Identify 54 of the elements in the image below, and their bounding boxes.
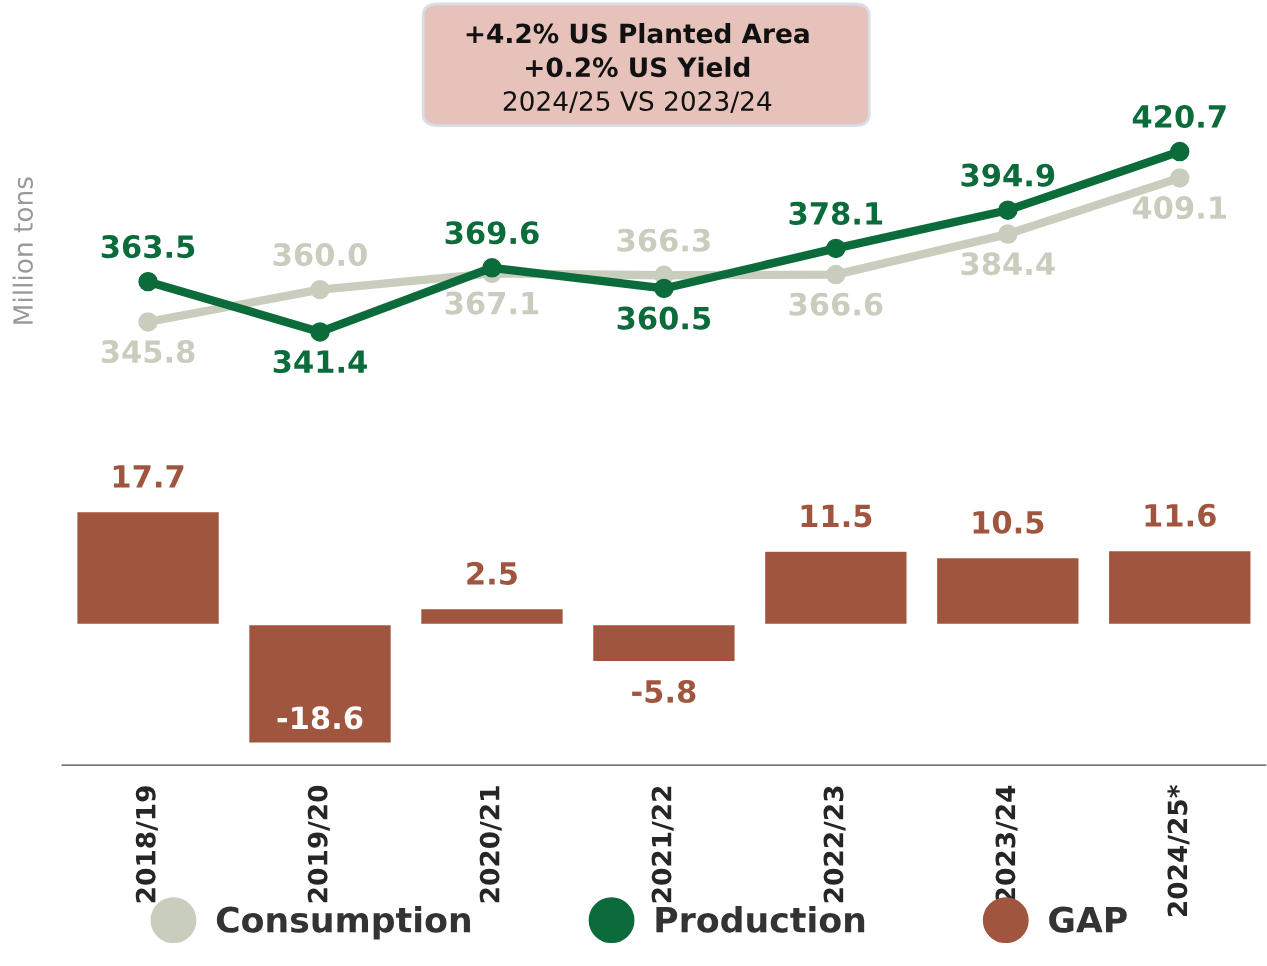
point <box>826 264 846 285</box>
legend-label: Production <box>656 905 865 933</box>
data-label: 367.1 <box>445 291 539 315</box>
data-label: 17.7 <box>113 465 184 488</box>
data-label: 363.5 <box>101 235 195 259</box>
x-tick-label: 2020/21 <box>479 786 502 903</box>
bar <box>247 623 393 744</box>
x-tick-label: 2022/23 <box>823 786 846 903</box>
data-label: -18.6 <box>277 706 363 730</box>
data-label: 2.5 <box>467 561 517 585</box>
x-tick-label: 2023/24 <box>995 785 1018 903</box>
data-label: 366.6 <box>789 292 883 316</box>
data-label: 360.5 <box>617 306 711 330</box>
point <box>998 200 1018 220</box>
data-label: 366.3 <box>617 228 710 252</box>
bar <box>935 556 1080 626</box>
bar <box>591 623 736 663</box>
data-label: 394.9 <box>961 163 1055 187</box>
data-label: 378.1 <box>789 201 883 225</box>
x-tick-label: 2024/25* <box>1167 785 1190 917</box>
x-tick-label: 2019/20 <box>307 785 330 903</box>
point <box>1170 141 1190 162</box>
point <box>138 312 158 332</box>
text: 2024/25 VS 2023/24 <box>503 91 772 114</box>
legend-label: GAP <box>1049 906 1127 933</box>
data-label: 10.5 <box>973 510 1044 534</box>
x-tick-label: 2021/22 <box>651 786 674 903</box>
point <box>138 271 158 292</box>
data-label: 11.5 <box>801 504 872 528</box>
data-label: -5.8 <box>632 679 696 704</box>
data-label: 409.1 <box>1132 196 1226 220</box>
data-label: 345.8 <box>101 340 195 364</box>
bar <box>419 607 565 626</box>
bar <box>1107 549 1252 626</box>
bar <box>76 510 221 626</box>
data-label: 341.4 <box>273 350 367 374</box>
text: +4.2% US Planted Area <box>466 22 809 44</box>
point <box>1170 168 1190 188</box>
data-label: 360.0 <box>273 243 367 267</box>
point <box>482 258 502 278</box>
data-label: 369.6 <box>445 221 539 245</box>
legend-label: Consumption <box>216 905 470 940</box>
point <box>310 322 330 342</box>
y-axis-title: Million tons <box>12 177 33 324</box>
point <box>826 238 846 259</box>
data-label: 420.7 <box>1132 104 1226 129</box>
text: +0.2% US Yield <box>526 56 750 78</box>
x-tick-label: 2018/19 <box>135 786 158 903</box>
point <box>654 278 674 299</box>
point <box>310 279 330 300</box>
bar <box>763 550 908 626</box>
data-label: 384.4 <box>961 252 1055 276</box>
point <box>998 224 1018 244</box>
data-label: 11.6 <box>1145 503 1216 527</box>
